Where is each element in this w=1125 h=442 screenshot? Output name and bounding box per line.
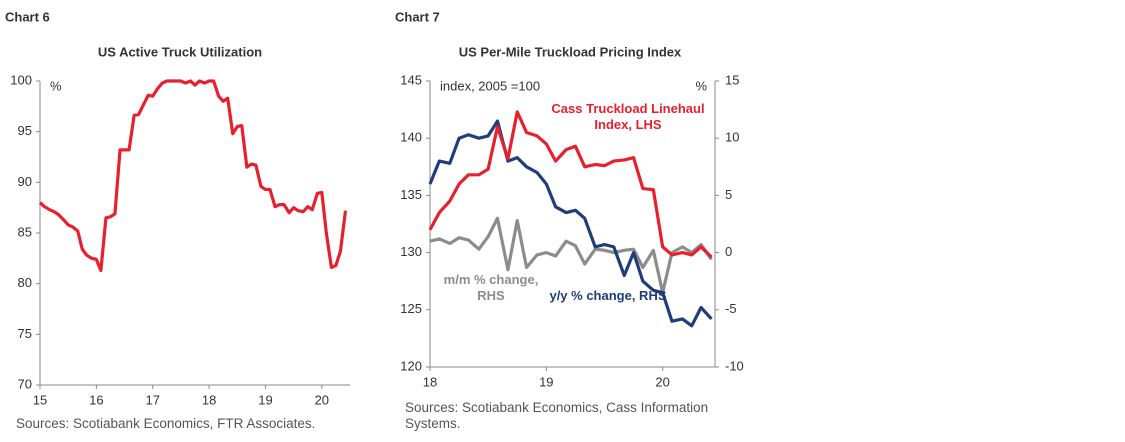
y-unit: %	[50, 78, 62, 93]
source: Sources: Scotiabank Economics, FTR Assoc…	[16, 416, 316, 431]
y-tick-label: 125	[400, 301, 422, 316]
x-tick-label: 20	[315, 392, 329, 407]
x-tick-label: 17	[145, 392, 159, 407]
chart-title: US Per-Mile Truckload Pricing Index	[459, 44, 682, 59]
series-label: m/m % change, RHS	[443, 272, 539, 303]
y2-tick-label: 5	[725, 187, 732, 202]
y-tick-label: 85	[18, 224, 32, 239]
series-label: y/y % change, RHS	[549, 288, 667, 303]
source: Sources: Scotiabank Economics, Cass Info…	[405, 400, 709, 431]
x-tick-label: 18	[202, 392, 216, 407]
y-unit: index, 2005 =100	[440, 78, 540, 93]
chart-title: US Active Truck Utilization	[98, 44, 262, 59]
x-tick-label: 16	[89, 392, 103, 407]
x-tick-label: 15	[33, 392, 47, 407]
y-tick-label: 70	[18, 376, 32, 391]
chart-heading: Chart 6	[5, 9, 50, 24]
y-tick-label: 120	[400, 358, 422, 373]
series-line	[38, 79, 348, 273]
y-tick-label: 135	[400, 187, 422, 202]
series-line	[429, 216, 713, 295]
y2-tick-label: -10	[725, 358, 744, 373]
x-tick-label: 20	[655, 374, 669, 389]
y2-unit: %	[695, 78, 707, 93]
y-tick-label: 95	[18, 123, 32, 138]
y-tick-label: 145	[400, 72, 422, 87]
y-tick-label: 75	[18, 326, 32, 341]
series-line	[428, 110, 713, 259]
x-tick-label: 18	[423, 374, 437, 389]
y-tick-label: 130	[400, 244, 422, 259]
y-tick-label: 90	[18, 174, 32, 189]
y2-tick-label: 0	[725, 244, 732, 259]
y-tick-label: 80	[18, 275, 32, 290]
series-label: Cass Truckload Linehaul Index, LHS	[551, 101, 705, 132]
y2-tick-label: 10	[725, 130, 739, 145]
x-tick-label: 19	[539, 374, 553, 389]
chart-heading: Chart 7	[395, 9, 440, 24]
y-tick-label: 100	[10, 72, 32, 87]
y2-tick-label: -5	[725, 301, 737, 316]
y-tick-label: 140	[400, 130, 422, 145]
y2-tick-label: 15	[725, 72, 739, 87]
x-tick-label: 19	[258, 392, 272, 407]
series-line	[428, 119, 713, 328]
